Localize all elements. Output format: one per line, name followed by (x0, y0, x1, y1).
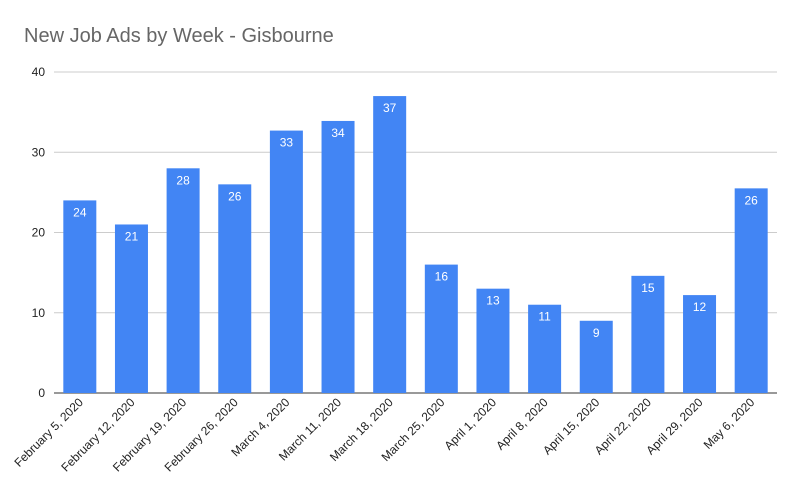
x-tick-label: May 6, 2020 (701, 395, 758, 452)
data-label: 26 (744, 193, 758, 207)
data-label: 16 (435, 270, 449, 284)
bar (269, 130, 303, 393)
data-label: 26 (228, 189, 242, 203)
bar (218, 184, 252, 393)
data-label: 21 (125, 229, 139, 243)
bar (114, 224, 148, 393)
y-tick-label: 30 (32, 145, 46, 159)
bar (528, 304, 562, 393)
bar (424, 264, 458, 393)
bar (734, 188, 768, 393)
y-tick-label: 0 (38, 386, 45, 400)
bar (631, 275, 665, 393)
data-label: 24 (73, 205, 87, 219)
data-label: 12 (693, 300, 707, 314)
data-label: 28 (176, 173, 190, 187)
data-label: 15 (641, 281, 655, 295)
bar (476, 288, 510, 393)
bar (63, 200, 97, 393)
data-label: 13 (486, 294, 500, 308)
y-tick-label: 40 (32, 65, 46, 79)
data-label: 9 (593, 326, 600, 340)
bar (683, 295, 717, 393)
data-label: 37 (383, 101, 397, 115)
chart-title: New Job Ads by Week - Gisbourne (24, 25, 334, 47)
y-tick-label: 10 (32, 306, 46, 320)
bar (579, 320, 613, 393)
x-tick-label: April 1, 2020 (442, 395, 500, 453)
bar (166, 168, 200, 393)
data-label: 33 (280, 136, 294, 150)
y-tick-label: 20 (32, 226, 46, 240)
data-label: 11 (538, 310, 551, 324)
bar (373, 96, 407, 393)
bar (321, 120, 355, 393)
data-label: 34 (331, 126, 345, 140)
